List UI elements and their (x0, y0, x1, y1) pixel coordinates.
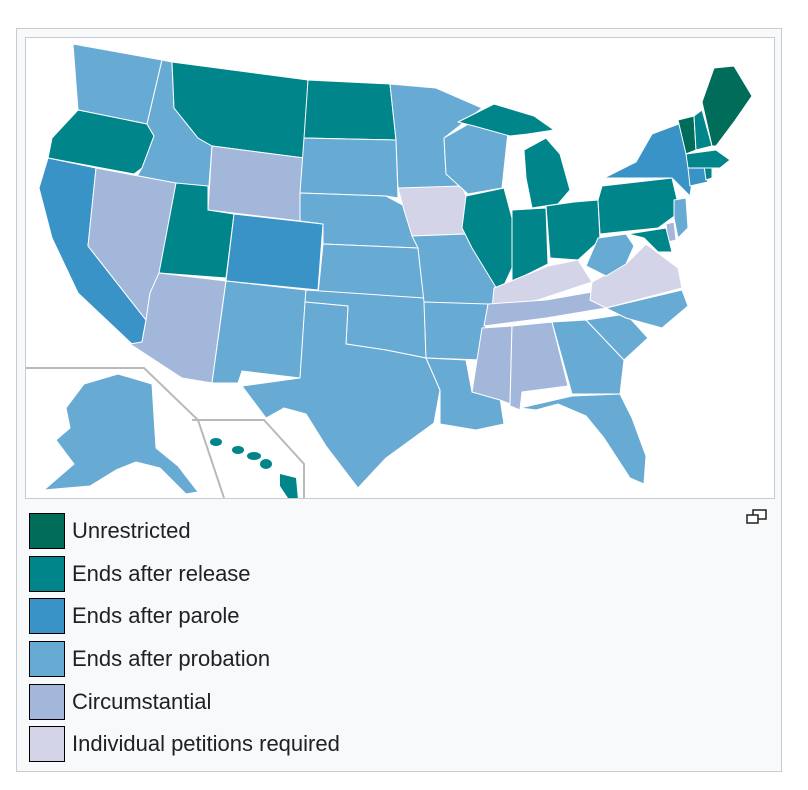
state-colorado (225, 213, 324, 291)
hawaii-inset-frame (192, 419, 305, 498)
legend-item-ends-after-release: Ends after release (29, 553, 340, 596)
state-louisiana (425, 357, 505, 431)
legend-swatch (29, 683, 65, 720)
legend-item-individual-petitions-required: Individual petitions required (29, 723, 340, 766)
alaska-inset-frame (26, 367, 225, 498)
state-wyoming (207, 145, 305, 222)
state-georgia (551, 319, 625, 395)
legend-label: Ends after probation (72, 646, 271, 672)
legend-swatch (29, 555, 65, 592)
legend-swatch (29, 598, 65, 635)
state-texas (241, 301, 441, 489)
legend-item-ends-after-probation: Ends after probation (29, 638, 340, 681)
enlarge-icon[interactable] (746, 509, 768, 525)
us-map-svg (26, 43, 753, 498)
legend-swatch (29, 726, 65, 763)
map-figure: Unrestricted Ends after release Ends aft… (16, 28, 782, 772)
legend-item-ends-after-parole: Ends after parole (29, 595, 340, 638)
legend-label: Ends after parole (72, 603, 240, 629)
state-michigan-upper (457, 103, 555, 137)
state-new-mexico (211, 280, 307, 384)
state-hawaii (210, 438, 298, 498)
state-south-carolina (585, 313, 649, 361)
state-west-virginia (585, 233, 635, 277)
state-michigan-lower (523, 137, 571, 209)
us-map[interactable] (25, 37, 775, 499)
state-virginia (589, 243, 683, 309)
state-illinois (461, 187, 513, 295)
state-maryland (627, 227, 673, 253)
legend-item-unrestricted: Unrestricted (29, 510, 340, 553)
legend-label: Individual petitions required (72, 731, 340, 757)
state-massachusetts (685, 149, 731, 169)
legend: Unrestricted Ends after release Ends aft… (29, 510, 340, 766)
state-alaska (43, 373, 199, 495)
legend-swatch (29, 641, 65, 678)
state-north-carolina (605, 289, 689, 329)
legend-label: Unrestricted (72, 518, 191, 544)
state-maine (701, 65, 753, 147)
state-new-jersey (673, 197, 689, 239)
state-south-dakota (299, 137, 399, 199)
state-florida (519, 393, 647, 485)
state-mississippi (471, 325, 513, 405)
legend-swatch (29, 513, 65, 550)
legend-label: Ends after release (72, 560, 251, 586)
legend-label: Circumstantial (72, 688, 212, 714)
state-north-dakota (303, 79, 397, 141)
state-indiana (511, 207, 549, 283)
legend-item-circumstantial: Circumstantial (29, 680, 340, 723)
